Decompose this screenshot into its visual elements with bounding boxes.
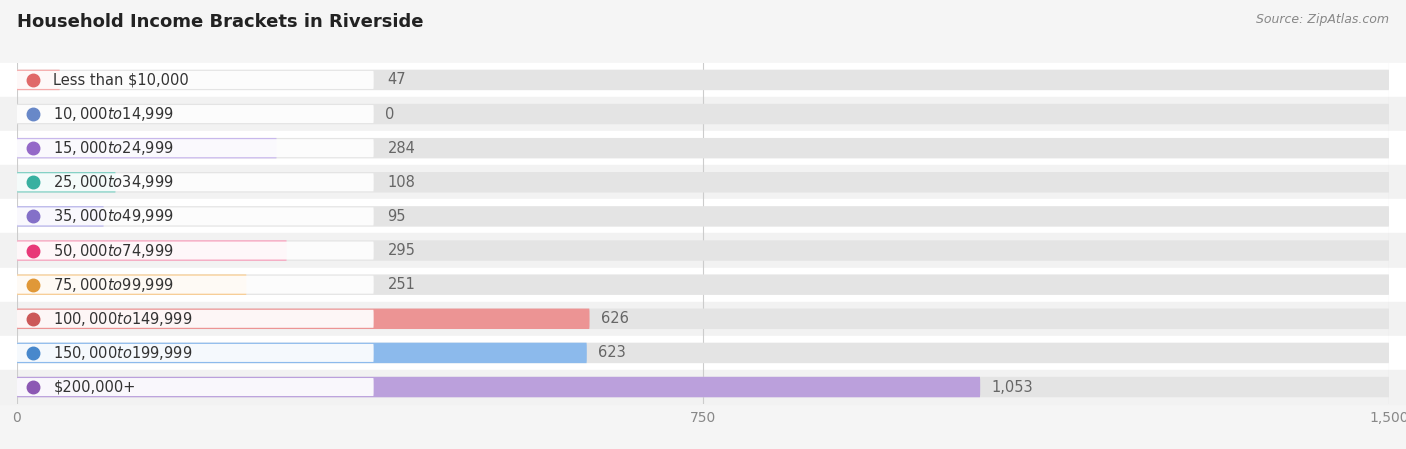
- FancyBboxPatch shape: [17, 276, 374, 294]
- Bar: [0, 165, 1406, 199]
- Bar: [0, 63, 1406, 97]
- FancyBboxPatch shape: [17, 274, 1389, 295]
- Text: 284: 284: [388, 141, 415, 156]
- FancyBboxPatch shape: [17, 104, 1389, 124]
- FancyBboxPatch shape: [17, 105, 374, 123]
- Text: Source: ZipAtlas.com: Source: ZipAtlas.com: [1256, 13, 1389, 26]
- FancyBboxPatch shape: [17, 70, 1389, 90]
- Text: $50,000 to $74,999: $50,000 to $74,999: [53, 242, 174, 260]
- FancyBboxPatch shape: [17, 343, 1389, 363]
- Bar: [0, 302, 1406, 336]
- Text: $35,000 to $49,999: $35,000 to $49,999: [53, 207, 174, 225]
- FancyBboxPatch shape: [17, 138, 1389, 158]
- FancyBboxPatch shape: [17, 207, 374, 225]
- Text: 251: 251: [388, 277, 415, 292]
- Text: $100,000 to $149,999: $100,000 to $149,999: [53, 310, 193, 328]
- Text: $150,000 to $199,999: $150,000 to $199,999: [53, 344, 193, 362]
- FancyBboxPatch shape: [17, 377, 980, 397]
- Bar: [0, 370, 1406, 404]
- FancyBboxPatch shape: [17, 308, 589, 329]
- FancyBboxPatch shape: [17, 343, 586, 363]
- Text: 108: 108: [388, 175, 415, 190]
- FancyBboxPatch shape: [17, 308, 1389, 329]
- Bar: [0, 131, 1406, 165]
- Text: $25,000 to $34,999: $25,000 to $34,999: [53, 173, 174, 191]
- FancyBboxPatch shape: [17, 139, 374, 157]
- FancyBboxPatch shape: [17, 240, 287, 261]
- FancyBboxPatch shape: [17, 310, 374, 328]
- Text: $75,000 to $99,999: $75,000 to $99,999: [53, 276, 174, 294]
- Text: Household Income Brackets in Riverside: Household Income Brackets in Riverside: [17, 13, 423, 31]
- Bar: [0, 199, 1406, 233]
- Text: 47: 47: [388, 72, 406, 88]
- Text: 0: 0: [385, 106, 394, 122]
- FancyBboxPatch shape: [17, 172, 1389, 193]
- Text: 1,053: 1,053: [991, 379, 1033, 395]
- FancyBboxPatch shape: [17, 377, 1389, 397]
- Bar: [0, 233, 1406, 268]
- FancyBboxPatch shape: [17, 206, 104, 227]
- FancyBboxPatch shape: [17, 71, 374, 89]
- Text: 623: 623: [598, 345, 626, 361]
- Text: $15,000 to $24,999: $15,000 to $24,999: [53, 139, 174, 157]
- Text: 95: 95: [388, 209, 406, 224]
- Text: Less than $10,000: Less than $10,000: [53, 72, 190, 88]
- FancyBboxPatch shape: [17, 242, 374, 260]
- FancyBboxPatch shape: [17, 173, 374, 191]
- FancyBboxPatch shape: [17, 344, 374, 362]
- Text: 295: 295: [388, 243, 415, 258]
- Bar: [0, 97, 1406, 131]
- FancyBboxPatch shape: [17, 274, 246, 295]
- Bar: [0, 336, 1406, 370]
- FancyBboxPatch shape: [17, 70, 60, 90]
- FancyBboxPatch shape: [17, 138, 277, 158]
- FancyBboxPatch shape: [17, 240, 1389, 261]
- FancyBboxPatch shape: [17, 172, 115, 193]
- Bar: [0, 268, 1406, 302]
- Text: 626: 626: [600, 311, 628, 326]
- Text: $200,000+: $200,000+: [53, 379, 136, 395]
- FancyBboxPatch shape: [17, 378, 374, 396]
- Text: $10,000 to $14,999: $10,000 to $14,999: [53, 105, 174, 123]
- FancyBboxPatch shape: [17, 206, 1389, 227]
